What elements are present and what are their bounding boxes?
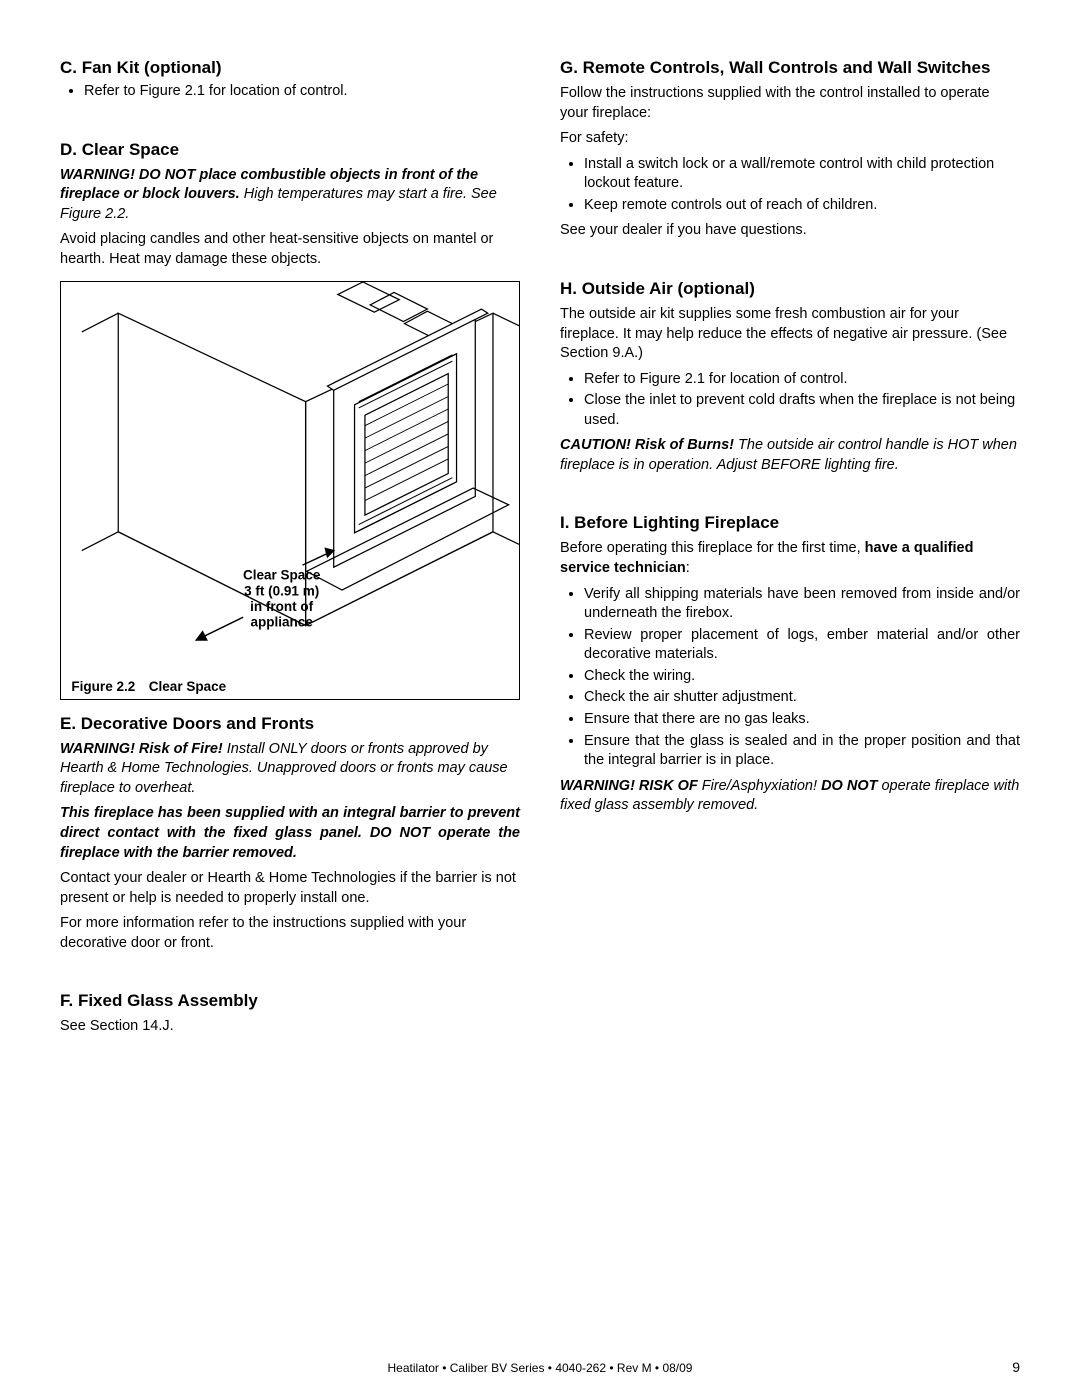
section-i-intro: Before operating this fireplace for the … [560, 539, 1020, 578]
figure-2-2: Clear Space 3 ft (0.91 m) in front of ap… [60, 281, 520, 699]
section-d-title: D. Clear Space [60, 140, 520, 160]
fig-label-l4: appliance [250, 615, 313, 630]
fireplace-diagram: Clear Space 3 ft (0.91 m) in front of ap… [61, 282, 519, 698]
list-item: Check the air shutter adjustment. [584, 688, 1020, 708]
caution-bold: CAUTION! Risk of Burns! [560, 437, 734, 453]
section-f-title: F. Fixed Glass Assembly [60, 991, 520, 1011]
list-item: Keep remote controls out of reach of chi… [584, 196, 1020, 216]
list-item: Install a switch lock or a wall/remote c… [584, 155, 1020, 194]
section-i-list: Verify all shipping materials have been … [560, 585, 1020, 771]
fig-label-l2: 3 ft (0.91 m) [244, 584, 319, 599]
section-e-barrier: This fireplace has been supplied with an… [60, 804, 520, 863]
section-g-list: Install a switch lock or a wall/remote c… [560, 155, 1020, 216]
figure-caption: Figure 2.2 Clear Space [71, 679, 226, 694]
section-i-title: I. Before Lighting Fireplace [560, 513, 1020, 533]
section-d-para: Avoid placing candles and other heat-sen… [60, 230, 520, 269]
figure-label: Clear Space 3 ft (0.91 m) in front of ap… [243, 568, 321, 630]
section-h-caution: CAUTION! Risk of Burns! The outside air … [560, 436, 1020, 475]
list-item: Check the wiring. [584, 667, 1020, 687]
page-footer: Heatilator • Caliber BV Series • 4040-26… [0, 1361, 1080, 1375]
section-h-list: Refer to Figure 2.1 for location of cont… [560, 370, 1020, 431]
list-item: Review proper placement of logs, ember m… [584, 626, 1020, 665]
warning-bold: WARNING! Risk of Fire! [60, 741, 223, 757]
list-item: Refer to Figure 2.1 for location of cont… [84, 82, 520, 102]
section-e-p1: Contact your dealer or Hearth & Home Tec… [60, 869, 520, 908]
fig-label-l3: in front of [250, 599, 314, 614]
section-e-title: E. Decorative Doors and Fronts [60, 714, 520, 734]
section-f-para: See Section 14.J. [60, 1017, 520, 1037]
section-e-p2: For more information refer to the instru… [60, 914, 520, 953]
list-item: Ensure that the glass is sealed and in t… [584, 732, 1020, 771]
list-item: Close the inlet to prevent cold drafts w… [584, 391, 1020, 430]
fig-label-l1: Clear Space [243, 568, 321, 583]
intro-text-2: : [686, 560, 690, 576]
section-d-warning: WARNING! DO NOT place combustible object… [60, 166, 520, 225]
list-item: Ensure that there are no gas leaks. [584, 710, 1020, 730]
section-g-p1: Follow the instructions supplied with th… [560, 84, 1020, 123]
list-item: Verify all shipping materials have been … [584, 585, 1020, 624]
warn-b1: WARNING! RISK OF [560, 778, 698, 794]
section-g-title: G. Remote Controls, Wall Controls and Wa… [560, 58, 1020, 78]
section-h-title: H. Outside Air (optional) [560, 279, 1020, 299]
warn-b2: DO NOT [821, 778, 877, 794]
section-i-warning: WARNING! RISK OF Fire/Asphyxiation! DO N… [560, 777, 1020, 816]
warn-i1: Fire/Asphyxiation! [698, 778, 821, 794]
list-item: Refer to Figure 2.1 for location of cont… [584, 370, 1020, 390]
section-g-p2: For safety: [560, 129, 1020, 149]
section-c-title: C. Fan Kit (optional) [60, 58, 520, 78]
page-number: 9 [1012, 1359, 1020, 1375]
section-g-p3: See your dealer if you have questions. [560, 221, 1020, 241]
section-h-p1: The outside air kit supplies some fresh … [560, 305, 1020, 364]
section-c-list: Refer to Figure 2.1 for location of cont… [60, 82, 520, 102]
intro-text-1: Before operating this fireplace for the … [560, 540, 865, 556]
section-e-warning: WARNING! Risk of Fire! Install ONLY door… [60, 740, 520, 799]
